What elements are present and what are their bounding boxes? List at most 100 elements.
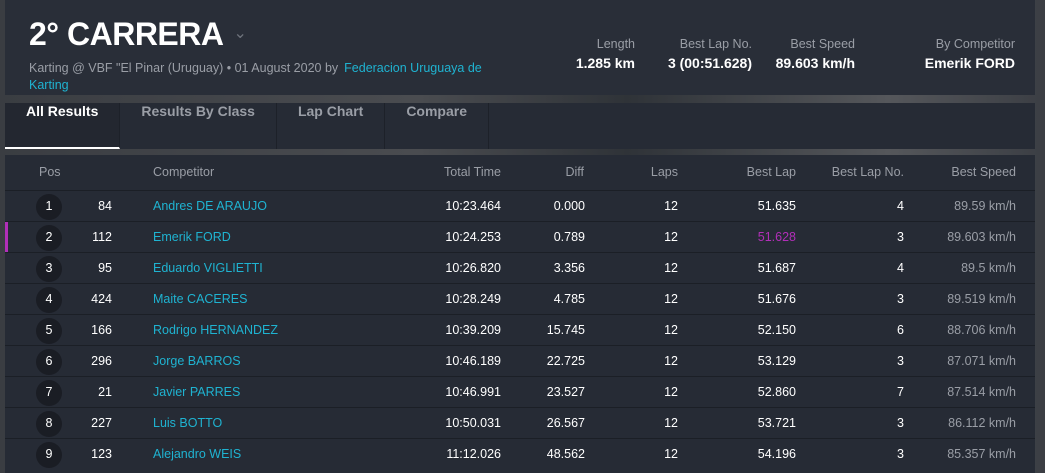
competitor-name[interactable]: Jorge BARROS (153, 354, 241, 368)
best-lap-no: 3 (897, 447, 904, 461)
col-total-time[interactable]: Total Time (444, 165, 501, 179)
stat-value: 3 (00:51.628) (667, 55, 752, 71)
table-row[interactable]: 7 21 Javier PARRES 10:46.991 23.527 12 52.860 7… (5, 376, 1035, 407)
col-pos[interactable]: Pos (39, 165, 61, 179)
competitor-name[interactable]: Emerik FORD (153, 230, 231, 244)
page-title: 2° CARRERA (29, 16, 224, 52)
best-lap: 54.196 (757, 447, 796, 461)
laps: 12 (664, 323, 678, 337)
table-header: Pos Competitor Total Time Diff Laps Best… (5, 155, 1035, 190)
organizer-link[interactable]: Federacion Uruguaya de Karting (29, 61, 482, 92)
best-lap-no: 4 (897, 261, 904, 275)
best-speed: 89.603 km/h (947, 230, 1016, 244)
total-time: 10:50.031 (445, 416, 501, 430)
car-number: 424 (91, 292, 112, 306)
fastest-lap-marker (5, 222, 8, 252)
diff: 26.567 (546, 416, 585, 430)
race-subtitle: Karting @ VBF "El Pinar (Uruguay) • 01 A… (29, 60, 519, 94)
car-number: 21 (98, 385, 112, 399)
total-time: 11:12.026 (446, 447, 501, 461)
table-row[interactable]: 6 296 Jorge BARROS 10:46.189 22.725 12 53.129 3… (5, 345, 1035, 376)
stat-length: Length 1.285 km (576, 37, 635, 71)
table-row[interactable]: 3 95 Eduardo VIGLIETTI 10:26.820 3.356 12 51.6… (5, 252, 1035, 283)
laps: 12 (664, 354, 678, 368)
best-lap: 53.721 (757, 416, 796, 430)
car-number: 123 (91, 447, 112, 461)
diff: 15.745 (546, 323, 585, 337)
competitor-name[interactable]: Javier PARRES (153, 385, 241, 399)
best-lap-no: 6 (897, 323, 904, 337)
best-speed: 87.514 km/h (947, 385, 1016, 399)
table-row[interactable]: 8 227 Luis BOTTO 10:50.031 26.567 12 53.721 3 86… (5, 407, 1035, 438)
laps: 12 (664, 230, 678, 244)
competitor-name[interactable]: Eduardo VIGLIETTI (153, 261, 263, 275)
best-lap-no: 3 (897, 292, 904, 306)
best-lap: 52.150 (757, 323, 796, 337)
car-number: 166 (91, 323, 112, 337)
car-number: 84 (98, 199, 112, 213)
stat-best-speed: Best Speed 89.603 km/h (776, 37, 855, 71)
total-time: 10:24.253 (445, 230, 501, 244)
position-badge: 8 (36, 411, 62, 437)
competitor-name[interactable]: Andres DE ARAUJO (153, 199, 267, 213)
competitor-name[interactable]: Rodrigo HERNANDEZ (153, 323, 279, 337)
col-best-speed[interactable]: Best Speed (951, 165, 1016, 179)
col-competitor[interactable]: Competitor (153, 165, 215, 179)
position-badge: 1 (36, 194, 62, 220)
laps: 12 (664, 261, 678, 275)
best-speed: 88.706 km/h (947, 323, 1016, 337)
diff: 22.725 (546, 354, 585, 368)
competitor-name[interactable]: Alejandro WEIS (153, 447, 242, 461)
col-best-lap-no[interactable]: Best Lap No. (831, 165, 904, 179)
total-time: 10:46.189 (445, 354, 501, 368)
total-time: 10:46.991 (445, 385, 501, 399)
best-speed: 89.519 km/h (947, 292, 1016, 306)
col-best-lap[interactable]: Best Lap (746, 165, 796, 179)
position-badge: 6 (36, 349, 62, 375)
table-row[interactable]: 9 123 Alejandro WEIS 11:12.026 48.562 12 54.19… (5, 438, 1035, 469)
tab-results-by-class[interactable]: Results By Class (120, 103, 277, 149)
col-diff[interactable]: Diff (565, 165, 584, 179)
best-lap-no: 3 (897, 354, 904, 368)
total-time: 10:26.820 (445, 261, 501, 275)
best-speed: 87.071 km/h (947, 354, 1016, 368)
chevron-down-icon[interactable]: ⌄ (233, 25, 247, 42)
competitor-name[interactable]: Maite CACERES (153, 292, 248, 306)
best-lap: 52.860 (757, 385, 796, 399)
table-row[interactable]: 5 166 Rodrigo HERNANDEZ 10:39.209 15.745 12 52… (5, 314, 1035, 345)
table-row[interactable]: 1 84 Andres DE ARAUJO 10:23.464 0.000 12 51.63… (5, 190, 1035, 221)
best-speed: 89.59 km/h (954, 199, 1016, 213)
table-row[interactable]: 4 424 Maite CACERES 10:28.249 4.785 12 51.676 3… (5, 283, 1035, 314)
diff: 0.789 (553, 230, 585, 244)
stat-label: Best Lap No. (679, 37, 752, 51)
car-number: 227 (91, 416, 112, 430)
best-lap-no: 7 (897, 385, 904, 399)
best-lap: 51.676 (757, 292, 796, 306)
total-time: 10:39.209 (445, 323, 501, 337)
best-lap: 51.628 (757, 230, 796, 244)
car-number: 95 (98, 261, 112, 275)
diff: 0.000 (553, 199, 585, 213)
position-badge: 4 (36, 287, 62, 313)
stat-best-lap-no: Best Lap No. 3 (00:51.628) (668, 37, 752, 71)
table-row[interactable]: 2 112 Emerik FORD 10:24.253 0.789 12 51.628 3 89… (5, 221, 1035, 252)
stat-by-competitor: By Competitor Emerik FORD (925, 37, 1015, 71)
col-laps[interactable]: Laps (650, 165, 678, 179)
best-speed: 86.112 km/h (948, 416, 1016, 430)
tab-lap-chart[interactable]: Lap Chart (277, 103, 386, 149)
stat-value: Emerik FORD (924, 55, 1015, 71)
best-lap: 51.635 (757, 199, 796, 213)
best-lap-no: 3 (897, 230, 904, 244)
tab-compare[interactable]: Compare (385, 103, 489, 149)
position-badge: 3 (36, 256, 62, 282)
best-lap: 51.687 (757, 261, 796, 275)
race-header: 2° CARRERA ⌄ Karting @ VBF "El Pinar (Ur… (5, 0, 1035, 95)
tab-all-results[interactable]: All Results (5, 103, 121, 149)
title-row: 2° CARRERA ⌄ (29, 14, 247, 54)
stat-value: 89.603 km/h (775, 55, 855, 71)
results-table: Pos Competitor Total Time Diff Laps Best… (5, 155, 1035, 473)
position-badge: 2 (36, 225, 62, 251)
laps: 12 (664, 447, 678, 461)
competitor-name[interactable]: Luis BOTTO (153, 416, 223, 430)
stat-label: Length (596, 37, 635, 51)
